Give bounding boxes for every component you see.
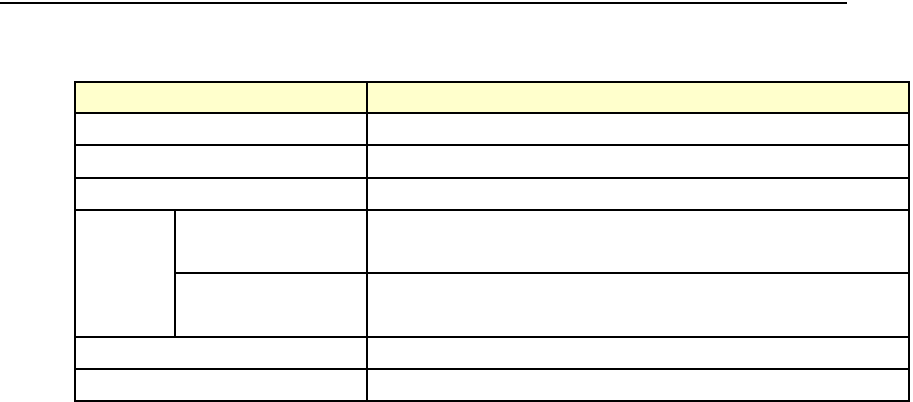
table-nested-row-a: [74, 209, 910, 338]
nested-suba-middle-cell: [174, 209, 368, 274]
header-cell-right: [366, 81, 910, 114]
page-top-rule: [0, 2, 847, 4]
row4-cell-right: [366, 177, 910, 211]
table-nested-row-b: [75, 272, 910, 338]
table-row: [74, 368, 910, 402]
row3-cell-left: [74, 144, 368, 179]
header-cell-left: [74, 81, 368, 114]
row2-cell-left: [74, 112, 368, 146]
row7-cell-left: [74, 368, 368, 402]
row2-cell-right: [366, 112, 910, 146]
table-row: [74, 177, 910, 211]
nested-subb-right-cell: [366, 272, 910, 338]
nested-suba-right-cell: [366, 209, 910, 274]
document-table: [74, 81, 910, 402]
nested-subb-middle-cell: [174, 272, 368, 338]
table-row: [74, 112, 910, 146]
table-header-row: [74, 81, 910, 114]
row3-cell-right: [366, 144, 910, 179]
row7-cell-right: [366, 368, 910, 402]
table-row: [74, 144, 910, 179]
row6-cell-left: [74, 336, 368, 370]
table-row: [74, 336, 910, 370]
row4-cell-left: [74, 177, 368, 211]
row6-cell-right: [366, 336, 910, 370]
nested-left-spanning-cell: [74, 209, 176, 338]
